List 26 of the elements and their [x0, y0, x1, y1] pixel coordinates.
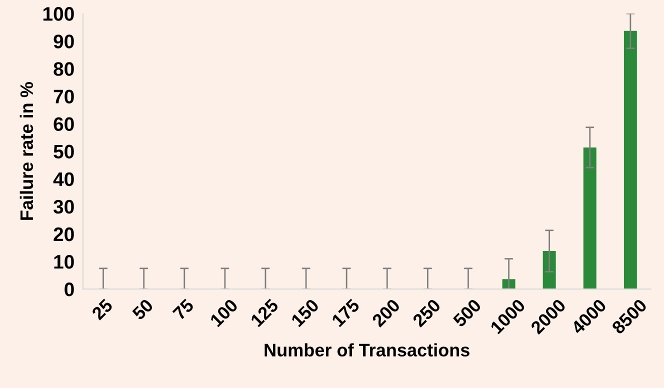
y-tick-label: 30: [53, 200, 74, 214]
bar: [583, 147, 596, 290]
y-tick-label: 60: [54, 117, 74, 132]
x-tick-label: 25: [91, 298, 114, 321]
y-tick-label: 70: [54, 90, 74, 104]
y-tick-label: 10: [54, 254, 74, 269]
bar: [624, 30, 637, 290]
y-tick-label: 90: [54, 34, 74, 48]
y-tick-label: 50: [54, 144, 74, 159]
x-tick-label: 75: [172, 298, 195, 320]
x-axis-title: Number of Transactions: [264, 343, 470, 357]
y-tick-label: 20: [54, 227, 74, 242]
x-tick-label: 175: [331, 298, 360, 328]
x-tick-label: 500: [452, 298, 482, 328]
y-tick-label: 40: [53, 172, 74, 186]
x-tick-label: 100: [209, 298, 238, 328]
x-tick-label: 50: [132, 298, 154, 321]
x-tick-label: 150: [290, 298, 320, 328]
x-tick-label: 125: [250, 298, 280, 328]
y-axis-title: Failure rate in %: [20, 82, 34, 220]
bar: [542, 251, 556, 290]
y-tick-label: 80: [54, 62, 74, 76]
x-tick-label: 200: [371, 298, 401, 328]
y-tick-label: 100: [43, 7, 74, 21]
x-tick-label: 250: [412, 298, 442, 328]
y-tick-label: 0: [64, 282, 74, 296]
